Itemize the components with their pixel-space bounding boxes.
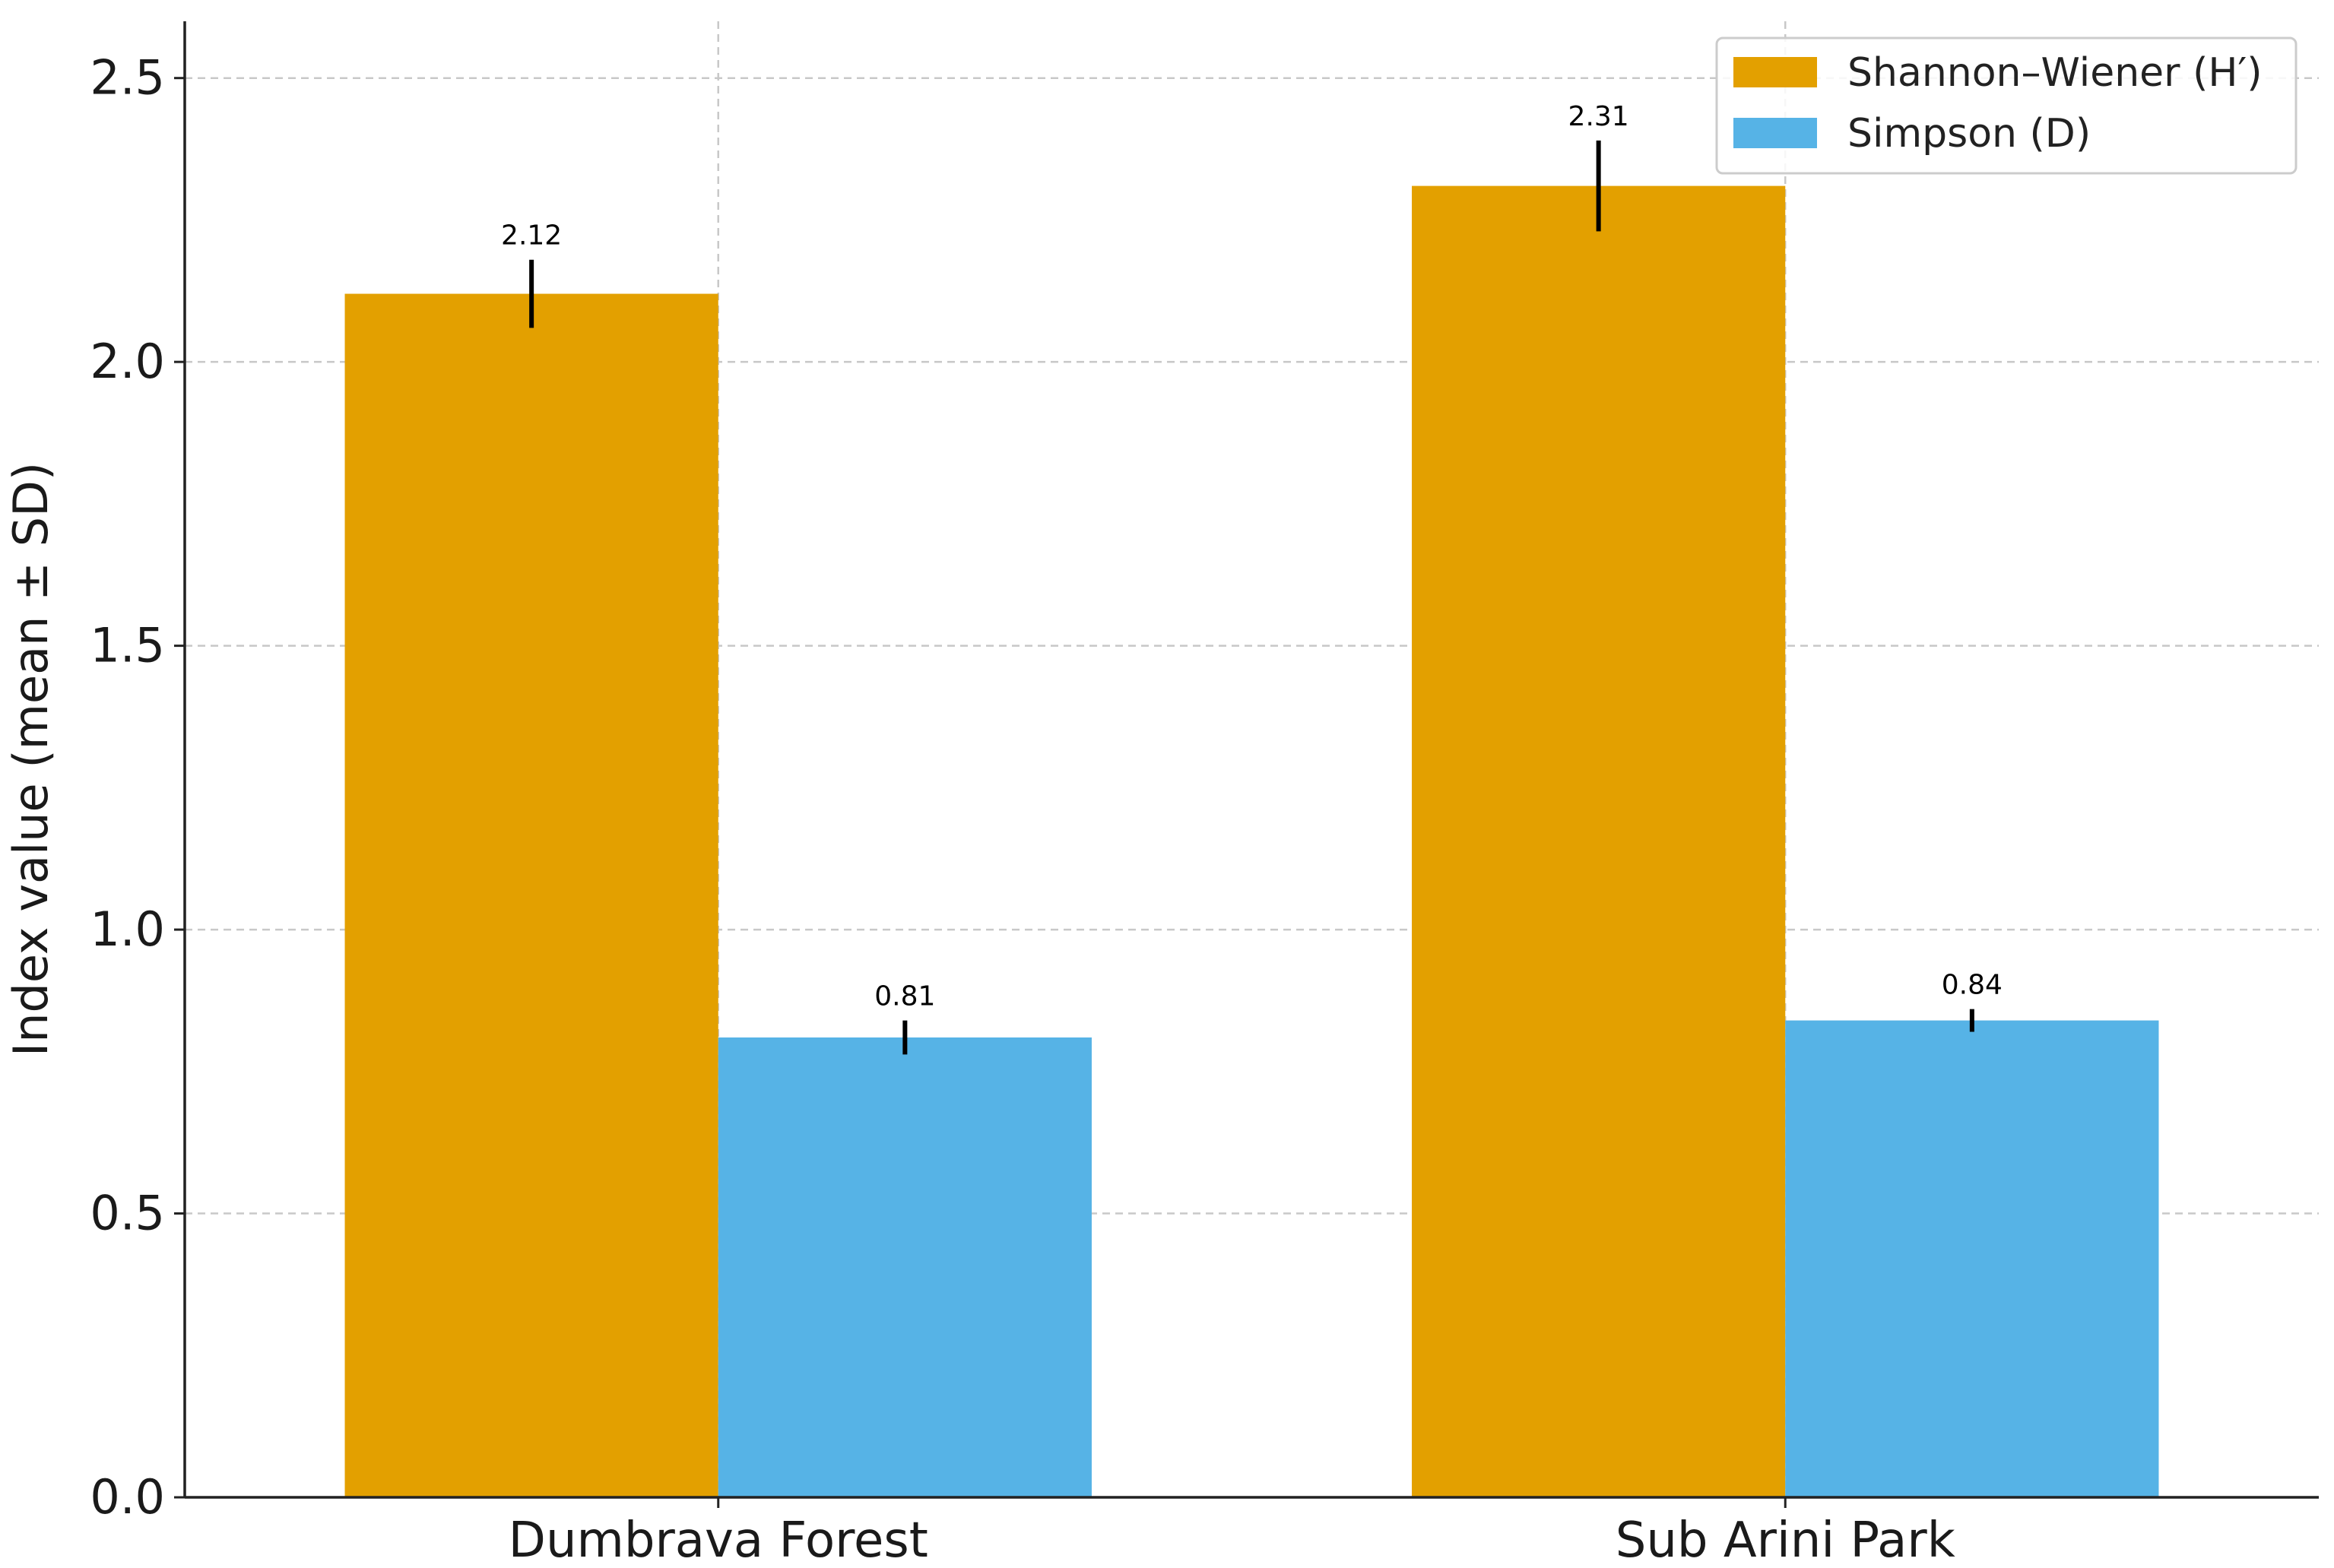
bar (344, 293, 718, 1497)
y-tick-label: 2.5 (90, 50, 165, 106)
data-label: 0.81 (874, 981, 935, 1012)
legend-label-simpson: Simpson (D) (1847, 111, 2091, 157)
legend-box (1715, 36, 2298, 175)
bar (718, 1037, 1092, 1497)
bar (1412, 185, 1786, 1498)
y-tick-label: 1.0 (90, 901, 165, 957)
labels: 0.0 0.5 1.0 1.5 2.0 2.5 Dumbrava Forest Sub Ari… (90, 50, 2003, 1568)
legend-label-shannon: Shannon–Wiener (H′) (1847, 50, 2263, 96)
data-label: 0.84 (1942, 970, 2003, 1001)
y-axis-title: Index value (mean ± SD) (3, 462, 59, 1056)
legend-swatch-shannon (1733, 57, 1817, 87)
axes (174, 21, 2319, 1508)
y-tick-label: 0.5 (90, 1186, 165, 1241)
legend: Shannon–Wiener (H′) Simpson (D) (1715, 36, 2298, 175)
y-tick-label: 2.0 (90, 334, 165, 389)
y-tick-label: 0.0 (90, 1469, 165, 1525)
bar (1785, 1020, 2159, 1497)
y-tick-label: 1.5 (90, 618, 165, 673)
legend-swatch-simpson (1733, 118, 1817, 148)
x-tick-label: Dumbrava Forest (509, 1513, 928, 1568)
x-tick-label: Sub Arini Park (1616, 1513, 1955, 1568)
bars (344, 140, 2159, 1498)
data-label: 2.31 (1568, 101, 1629, 132)
data-label: 2.12 (501, 220, 562, 252)
